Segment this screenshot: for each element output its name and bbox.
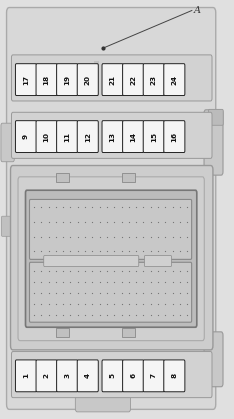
Text: 22: 22 xyxy=(130,75,136,85)
FancyBboxPatch shape xyxy=(123,360,144,392)
FancyBboxPatch shape xyxy=(29,199,192,259)
Bar xyxy=(122,173,135,182)
FancyBboxPatch shape xyxy=(75,388,131,412)
FancyBboxPatch shape xyxy=(26,190,197,327)
FancyBboxPatch shape xyxy=(164,360,185,392)
Text: 7: 7 xyxy=(151,373,157,378)
FancyBboxPatch shape xyxy=(57,121,78,153)
Text: 6: 6 xyxy=(130,373,136,378)
FancyBboxPatch shape xyxy=(164,121,185,153)
FancyBboxPatch shape xyxy=(44,256,139,266)
FancyBboxPatch shape xyxy=(7,8,216,409)
FancyBboxPatch shape xyxy=(102,121,123,153)
FancyBboxPatch shape xyxy=(11,112,212,158)
FancyBboxPatch shape xyxy=(1,216,11,236)
Text: 13: 13 xyxy=(110,132,116,142)
FancyBboxPatch shape xyxy=(15,64,37,96)
Text: 8: 8 xyxy=(171,373,177,378)
FancyBboxPatch shape xyxy=(36,121,57,153)
Text: 1: 1 xyxy=(23,373,29,378)
FancyBboxPatch shape xyxy=(36,64,57,96)
FancyBboxPatch shape xyxy=(15,360,37,392)
FancyBboxPatch shape xyxy=(164,64,185,96)
Text: 15: 15 xyxy=(151,132,157,142)
Text: 23: 23 xyxy=(151,75,157,85)
Text: 3: 3 xyxy=(64,373,70,378)
FancyBboxPatch shape xyxy=(143,64,164,96)
FancyBboxPatch shape xyxy=(123,121,144,153)
Text: 12: 12 xyxy=(85,132,91,142)
Text: 2: 2 xyxy=(44,373,50,378)
Text: 10: 10 xyxy=(44,132,50,142)
Text: 14: 14 xyxy=(130,132,136,142)
FancyBboxPatch shape xyxy=(77,121,98,153)
Text: 21: 21 xyxy=(110,75,116,85)
FancyBboxPatch shape xyxy=(204,110,223,175)
Text: A: A xyxy=(194,6,201,15)
FancyBboxPatch shape xyxy=(77,64,98,96)
Text: 17: 17 xyxy=(23,75,29,85)
FancyBboxPatch shape xyxy=(204,332,223,387)
FancyBboxPatch shape xyxy=(29,262,192,322)
FancyBboxPatch shape xyxy=(144,256,172,266)
FancyBboxPatch shape xyxy=(57,360,78,392)
FancyBboxPatch shape xyxy=(143,121,164,153)
Bar xyxy=(56,328,69,337)
Text: 4: 4 xyxy=(85,373,91,378)
FancyBboxPatch shape xyxy=(11,352,212,398)
Text: 24: 24 xyxy=(171,75,177,85)
Text: 20: 20 xyxy=(85,75,91,85)
FancyBboxPatch shape xyxy=(18,177,204,341)
FancyBboxPatch shape xyxy=(11,55,212,101)
Text: 5: 5 xyxy=(110,373,116,378)
Bar xyxy=(56,173,69,182)
Text: 11: 11 xyxy=(64,132,70,142)
Text: 18: 18 xyxy=(44,75,50,85)
FancyBboxPatch shape xyxy=(11,166,213,350)
Text: 19: 19 xyxy=(64,75,70,85)
FancyBboxPatch shape xyxy=(102,360,123,392)
FancyBboxPatch shape xyxy=(102,64,123,96)
FancyBboxPatch shape xyxy=(77,360,98,392)
FancyBboxPatch shape xyxy=(57,64,78,96)
FancyBboxPatch shape xyxy=(1,123,14,162)
Text: 9: 9 xyxy=(23,134,29,139)
FancyBboxPatch shape xyxy=(123,64,144,96)
FancyBboxPatch shape xyxy=(36,360,57,392)
FancyBboxPatch shape xyxy=(208,109,223,125)
FancyBboxPatch shape xyxy=(15,121,37,153)
Text: 16: 16 xyxy=(171,132,177,142)
Bar xyxy=(122,328,135,337)
FancyBboxPatch shape xyxy=(143,360,164,392)
Bar xyxy=(94,61,99,96)
